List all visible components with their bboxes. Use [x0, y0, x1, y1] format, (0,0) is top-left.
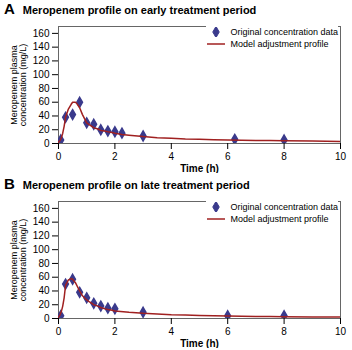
- svg-text:140: 140: [33, 216, 50, 227]
- svg-text:60: 60: [38, 96, 50, 107]
- svg-text:10: 10: [335, 326, 347, 337]
- svg-text:120: 120: [33, 230, 50, 241]
- svg-text:80: 80: [38, 258, 50, 269]
- html-text:Meropenem profile on late trea: Meropenem profile on late treatment peri…: [22, 179, 250, 191]
- html-text:Model adjustment profile: Model adjustment profile: [230, 39, 329, 49]
- svg-text:Time (h): Time (h): [180, 338, 219, 349]
- svg-text:0: 0: [44, 138, 50, 149]
- svg-text:2: 2: [112, 151, 118, 162]
- svg-text:Meropenem plasmaconcentration: Meropenem plasmaconcentration (mg/L): [9, 44, 28, 127]
- svg-text:6: 6: [225, 326, 231, 337]
- svg-text:160: 160: [33, 203, 50, 214]
- html-text:Original concentration data: Original concentration data: [230, 27, 338, 37]
- svg-text:6: 6: [225, 151, 231, 162]
- svg-text:Meropenem plasmaconcentration: Meropenem plasmaconcentration (mg/L): [9, 219, 28, 302]
- svg-text:100: 100: [33, 244, 50, 255]
- html-text:Original concentration data: Original concentration data: [230, 202, 338, 212]
- svg-text:20: 20: [38, 299, 50, 310]
- svg-text:0: 0: [56, 151, 62, 162]
- svg-text:80: 80: [38, 83, 50, 94]
- html-text:B: B: [4, 175, 15, 192]
- svg-text:10: 10: [335, 151, 347, 162]
- svg-text:4: 4: [169, 151, 175, 162]
- svg-text:60: 60: [38, 271, 50, 282]
- svg-text:0: 0: [44, 313, 50, 324]
- svg-text:120: 120: [33, 55, 50, 66]
- svg-text:0: 0: [56, 326, 62, 337]
- svg-text:20: 20: [38, 124, 50, 135]
- svg-text:40: 40: [38, 285, 50, 296]
- svg-text:140: 140: [33, 41, 50, 52]
- svg-text:8: 8: [281, 151, 287, 162]
- svg-text:4: 4: [169, 326, 175, 337]
- svg-text:Time (h): Time (h): [180, 163, 219, 174]
- svg-text:100: 100: [33, 69, 50, 80]
- svg-text:40: 40: [38, 110, 50, 121]
- svg-text:160: 160: [33, 28, 50, 39]
- svg-text:2: 2: [112, 326, 118, 337]
- svg-text:8: 8: [281, 326, 287, 337]
- html-text:Meropenem profile on early tre: Meropenem profile on early treatment per…: [22, 4, 257, 16]
- html-text:A: A: [4, 0, 15, 17]
- html-text:Model adjustment profile: Model adjustment profile: [230, 214, 329, 224]
